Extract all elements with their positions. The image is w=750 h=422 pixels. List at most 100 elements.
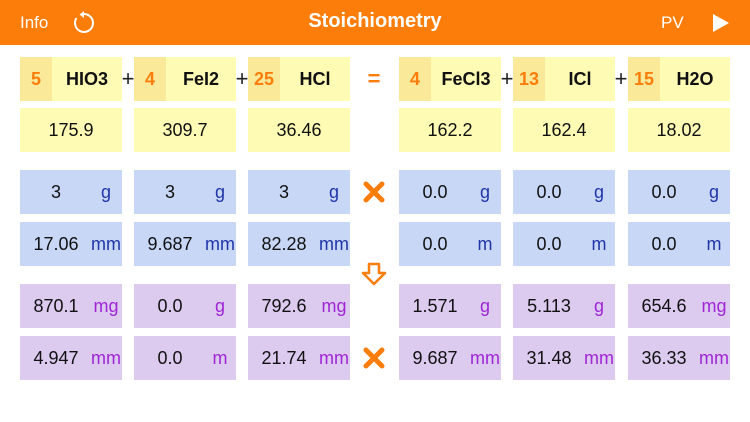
- value: 0.0: [536, 234, 562, 254]
- yield-moles-cell: 4.947 mm: [20, 336, 122, 380]
- formula: H2O: [676, 69, 714, 89]
- formula: FeI2: [182, 69, 220, 89]
- unit: g: [479, 296, 491, 316]
- formula-cell[interactable]: HCl: [280, 57, 350, 101]
- multiply-icon: [363, 347, 385, 369]
- play-icon[interactable]: [711, 13, 731, 33]
- unit: mg: [701, 296, 727, 316]
- unit: mg: [321, 296, 347, 316]
- value: 4.947: [33, 348, 79, 368]
- value: 0.0: [536, 182, 562, 202]
- unit: m: [477, 234, 493, 254]
- value: 0.0: [157, 348, 183, 368]
- value: 3: [164, 182, 176, 202]
- operator: =: [367, 66, 381, 91]
- value: 21.74: [261, 348, 307, 368]
- multiply-icon: [363, 181, 385, 203]
- formula-cell[interactable]: ICl: [545, 57, 615, 101]
- unit: g: [593, 182, 605, 202]
- unit: g: [214, 182, 226, 202]
- formula-cell[interactable]: FeCl3: [431, 57, 501, 101]
- molar-mass-cell: 309.7: [134, 108, 236, 152]
- yield-mass-cell: 1.571 g: [399, 284, 501, 328]
- down-arrow-icon: [361, 262, 387, 286]
- mass-cell[interactable]: 0.0 g: [513, 170, 615, 214]
- value: 3: [278, 182, 290, 202]
- coefficient-cell[interactable]: 4: [134, 57, 166, 101]
- operator: +: [235, 66, 249, 91]
- unit: mm: [584, 348, 614, 368]
- value: 0.0: [422, 182, 448, 202]
- unit: m: [591, 234, 607, 254]
- unit: mm: [319, 348, 349, 368]
- moles-cell: 82.28 mm: [248, 222, 350, 266]
- operator: +: [121, 66, 135, 91]
- molar-mass-cell: 162.2: [399, 108, 501, 152]
- coefficient-cell[interactable]: 13: [513, 57, 545, 101]
- unit: mm: [699, 348, 729, 368]
- unit: mg: [93, 296, 119, 316]
- unit: m: [212, 348, 228, 368]
- yield-moles-cell: 9.687 mm: [399, 336, 501, 380]
- value: 792.6: [261, 296, 307, 316]
- coefficient-cell[interactable]: 25: [248, 57, 280, 101]
- molar-mass: 175.9: [48, 120, 94, 140]
- moles-cell: 17.06 mm: [20, 222, 122, 266]
- value: 870.1: [33, 296, 79, 316]
- operator: +: [500, 66, 514, 91]
- unit: g: [214, 296, 226, 316]
- coefficient: 4: [144, 69, 156, 89]
- moles-cell: 0.0 m: [513, 222, 615, 266]
- refresh-icon[interactable]: [72, 11, 96, 35]
- unit: mm: [319, 234, 349, 254]
- value: 0.0: [422, 234, 448, 254]
- formula-cell[interactable]: H2O: [660, 57, 730, 101]
- header-bar: Info Stoichiometry PV: [0, 0, 750, 45]
- mass-cell[interactable]: 0.0 g: [628, 170, 730, 214]
- yield-mass-cell: 5.113 g: [513, 284, 615, 328]
- yield-mass-cell: 792.6 mg: [248, 284, 350, 328]
- mass-cell[interactable]: 0.0 g: [399, 170, 501, 214]
- pv-button[interactable]: PV: [661, 13, 684, 32]
- coefficient-cell[interactable]: 4: [399, 57, 431, 101]
- coefficient-cell[interactable]: 15: [628, 57, 660, 101]
- formula-cell[interactable]: HIO3: [52, 57, 122, 101]
- value: 17.06: [33, 234, 79, 254]
- coefficient: 13: [518, 69, 540, 89]
- value: 5.113: [527, 296, 571, 316]
- molar-mass-cell: 175.9: [20, 108, 122, 152]
- molar-mass: 162.2: [427, 120, 473, 140]
- unit: g: [708, 182, 720, 202]
- molar-mass-cell: 162.4: [513, 108, 615, 152]
- operator: +: [614, 66, 628, 91]
- unit: g: [593, 296, 605, 316]
- yield-mass-cell: 0.0 g: [134, 284, 236, 328]
- formula: HCl: [299, 69, 331, 89]
- value: 82.28: [261, 234, 307, 254]
- info-button[interactable]: Info: [20, 13, 49, 32]
- coefficient: 5: [30, 69, 42, 89]
- yield-moles-cell: 36.33 mm: [628, 336, 730, 380]
- moles-cell: 0.0 m: [628, 222, 730, 266]
- value: 0.0: [651, 234, 677, 254]
- molar-mass: 309.7: [162, 120, 208, 140]
- coefficient-cell[interactable]: 5: [20, 57, 52, 101]
- moles-cell: 9.687 mm: [134, 222, 236, 266]
- yield-mass-cell: 654.6 mg: [628, 284, 730, 328]
- yield-moles-cell: 31.48 mm: [513, 336, 615, 380]
- value: 31.48: [526, 348, 572, 368]
- moles-cell: 0.0 m: [399, 222, 501, 266]
- value: 9.687: [412, 348, 458, 368]
- formula-cell[interactable]: FeI2: [166, 57, 236, 101]
- title: Stoichiometry: [308, 10, 442, 32]
- unit: g: [479, 182, 491, 202]
- unit: mm: [205, 234, 235, 254]
- molar-mass: 36.46: [276, 120, 322, 140]
- unit: g: [100, 182, 112, 202]
- unit: mm: [470, 348, 500, 368]
- yield-moles-cell: 0.0 m: [134, 336, 236, 380]
